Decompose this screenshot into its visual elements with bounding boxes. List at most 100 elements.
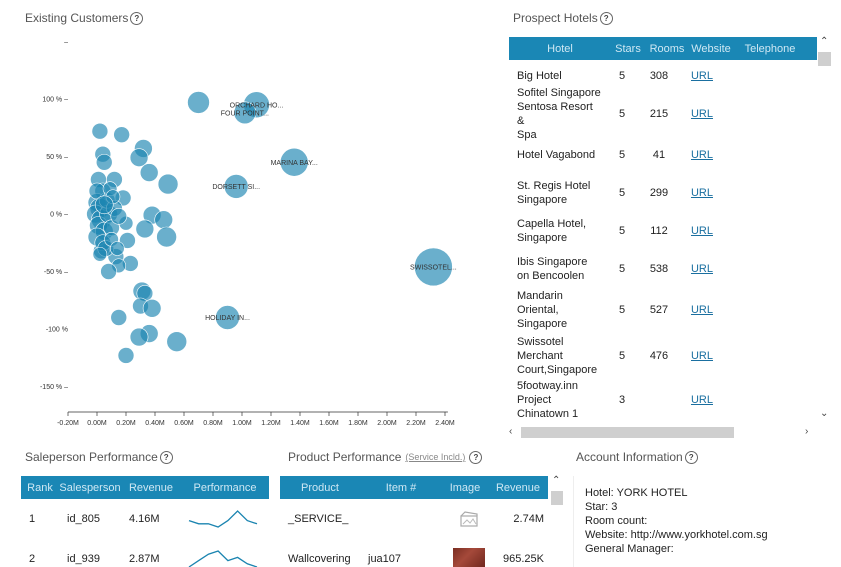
scroll-left-icon[interactable]: ‹ bbox=[509, 426, 513, 437]
customer-bubble[interactable] bbox=[156, 226, 177, 248]
hotel-website-link[interactable]: URL bbox=[690, 70, 713, 82]
scroll-down-icon[interactable]: ⌄ bbox=[820, 408, 829, 419]
customer-bubble[interactable] bbox=[129, 148, 149, 167]
hotel-rooms: 41 bbox=[652, 149, 666, 161]
customer-bubble-labeled[interactable] bbox=[215, 305, 240, 330]
prospect-hotel-row[interactable]: Ibis Singapore on Bencoolen 5 538 URL bbox=[509, 250, 817, 288]
column-header-stars[interactable]: Stars bbox=[615, 42, 641, 55]
hotel-website-link[interactable]: URL bbox=[690, 149, 713, 161]
customer-bubble[interactable] bbox=[157, 173, 179, 195]
customer-bubble[interactable] bbox=[139, 163, 159, 182]
hotel-stars: 5 bbox=[618, 187, 626, 199]
customer-bubble[interactable] bbox=[142, 298, 162, 318]
hotel-name-line: Court,Singapore bbox=[517, 364, 598, 376]
prospect-hotels-body: Big Hotel 5 308 URL Sofitel Singapore Sentosa… bbox=[509, 60, 817, 420]
customer-bubble-labeled[interactable] bbox=[233, 101, 257, 125]
customer-bubble[interactable] bbox=[129, 327, 149, 347]
bubble-label: SWISSOTEL... bbox=[410, 264, 457, 271]
existing-customers-title-text: Existing Customers bbox=[25, 11, 129, 25]
saleperson-row[interactable]: 1 id_805 4.16M bbox=[21, 499, 269, 539]
customer-bubble[interactable] bbox=[119, 232, 136, 249]
prospect-hotel-row[interactable]: Capella Hotel, Singapore 5 112 URL bbox=[509, 212, 817, 250]
y-tick-label: – bbox=[64, 39, 68, 46]
scroll-right-icon[interactable]: › bbox=[805, 426, 809, 437]
prospect-hotel-row[interactable]: St. Regis Hotel Singapore 5 299 URL bbox=[509, 174, 817, 212]
product-vertical-scrollbar[interactable]: ⌃ bbox=[550, 476, 564, 567]
column-header-product[interactable]: Product bbox=[301, 481, 339, 494]
help-icon[interactable]: ? bbox=[469, 450, 483, 464]
hotel-website-link[interactable]: URL bbox=[690, 304, 713, 316]
customer-bubble-labeled[interactable] bbox=[223, 174, 249, 199]
customer-bubble[interactable] bbox=[166, 331, 188, 352]
customer-bubble[interactable] bbox=[135, 219, 155, 239]
prospect-hotel-row[interactable]: Hotel Vagabond 5 41 URL bbox=[509, 136, 817, 174]
y-tick-label: -50 % – bbox=[44, 269, 68, 276]
performance-sparkline bbox=[188, 510, 258, 528]
customer-bubble[interactable] bbox=[94, 195, 114, 215]
account-room-count: Room count: bbox=[585, 515, 648, 527]
hotel-website-link[interactable]: URL bbox=[690, 394, 713, 406]
column-header-website[interactable]: Website bbox=[691, 42, 731, 55]
customer-bubble[interactable] bbox=[95, 153, 113, 171]
prospect-vertical-scrollbar[interactable]: ⌃ ⌄ bbox=[817, 37, 832, 425]
help-icon[interactable]: ? bbox=[599, 11, 613, 25]
customer-bubble[interactable] bbox=[187, 91, 210, 114]
column-header-salesperson[interactable]: Salesperson bbox=[59, 481, 121, 494]
column-header-telephone[interactable]: Telephone bbox=[744, 42, 796, 55]
service-included-link[interactable]: (Service Incld.) bbox=[405, 452, 466, 462]
y-tick-label: 50 % – bbox=[46, 154, 68, 161]
prospect-hotel-row[interactable]: Mandarin Oriental, Singapore 5 527 URL bbox=[509, 288, 817, 332]
product-row[interactable]: Wallcovering jua107 965.25K bbox=[280, 539, 548, 567]
customer-bubble-labeled[interactable] bbox=[279, 147, 309, 177]
hotel-website-link[interactable]: URL bbox=[690, 350, 713, 362]
hotel-name: Big Hotel bbox=[509, 69, 603, 83]
scrollbar-thumb[interactable] bbox=[521, 427, 734, 438]
column-header-image[interactable]: Image bbox=[449, 481, 481, 494]
saleperson-performance-table: Rank Salesperson Revenue Performance 1 id… bbox=[21, 476, 269, 567]
prospect-hotels-header: Hotel Stars Rooms Website Telephone bbox=[509, 37, 817, 60]
prospect-hotel-row[interactable]: Swissotel Merchant Court,Singapore 5 476 URL bbox=[509, 332, 817, 380]
customer-bubble[interactable] bbox=[100, 263, 117, 280]
help-icon[interactable]: ? bbox=[130, 11, 144, 25]
customer-bubble[interactable] bbox=[110, 241, 125, 256]
hotel-stars: 5 bbox=[618, 350, 626, 362]
hotel-website-link[interactable]: URL bbox=[690, 225, 713, 237]
hotel-website-link[interactable]: URL bbox=[690, 263, 713, 275]
saleperson-row[interactable]: 2 id_939 2.87M bbox=[21, 539, 269, 567]
prospect-hotel-row[interactable]: Sofitel Singapore Sentosa Resort & Spa 5 215… bbox=[509, 87, 817, 141]
hotel-website-link[interactable]: URL bbox=[690, 187, 713, 199]
scrollbar-thumb[interactable] bbox=[818, 52, 831, 66]
column-header-item[interactable]: Item # bbox=[385, 481, 417, 494]
hotel-name: Ibis Singapore on Bencoolen bbox=[509, 255, 603, 283]
product-row[interactable]: _SERVICE_ 2.74M bbox=[280, 499, 548, 539]
column-header-rooms[interactable]: Rooms bbox=[649, 42, 685, 55]
saleperson-performance-title-text: Saleperson Performance bbox=[25, 450, 158, 464]
customer-bubble[interactable] bbox=[113, 126, 130, 143]
customer-bubble[interactable] bbox=[154, 210, 173, 230]
customer-bubble[interactable] bbox=[117, 347, 135, 364]
hotel-website-link[interactable]: URL bbox=[690, 108, 713, 120]
hotel-name-line: on Bencoolen bbox=[517, 270, 585, 282]
prospect-hotel-row[interactable]: Big Hotel 5 308 URL bbox=[509, 60, 817, 92]
column-header-revenue[interactable]: Revenue bbox=[128, 481, 174, 494]
customer-bubble[interactable] bbox=[92, 246, 108, 262]
prospect-horizontal-scrollbar[interactable]: ‹ › bbox=[509, 426, 817, 439]
scroll-up-icon[interactable]: ⌃ bbox=[552, 475, 561, 486]
column-header-hotel[interactable]: Hotel bbox=[547, 42, 573, 55]
scrollbar-thumb[interactable] bbox=[551, 491, 563, 505]
column-header-rank[interactable]: Rank bbox=[27, 481, 53, 494]
column-header-revenue[interactable]: Revenue bbox=[495, 481, 541, 494]
customer-bubble[interactable] bbox=[91, 122, 109, 140]
sparkline-line bbox=[188, 550, 258, 567]
prospect-hotel-row[interactable]: 5footway.inn Project Chinatown 1 3 URL bbox=[509, 380, 817, 420]
customer-bubble[interactable] bbox=[110, 309, 128, 326]
customer-bubble-labeled[interactable] bbox=[414, 247, 453, 287]
hotel-name-line: St. Regis Hotel bbox=[517, 180, 591, 192]
product-item-number: jua107 bbox=[368, 553, 402, 565]
customer-bubble[interactable] bbox=[110, 208, 128, 225]
prospect-hotels-title: Prospect Hotels ? bbox=[513, 11, 613, 25]
help-icon[interactable]: ? bbox=[159, 450, 173, 464]
help-icon[interactable]: ? bbox=[684, 450, 698, 464]
column-header-performance[interactable]: Performance bbox=[193, 481, 257, 494]
scroll-up-icon[interactable]: ⌃ bbox=[820, 36, 829, 47]
